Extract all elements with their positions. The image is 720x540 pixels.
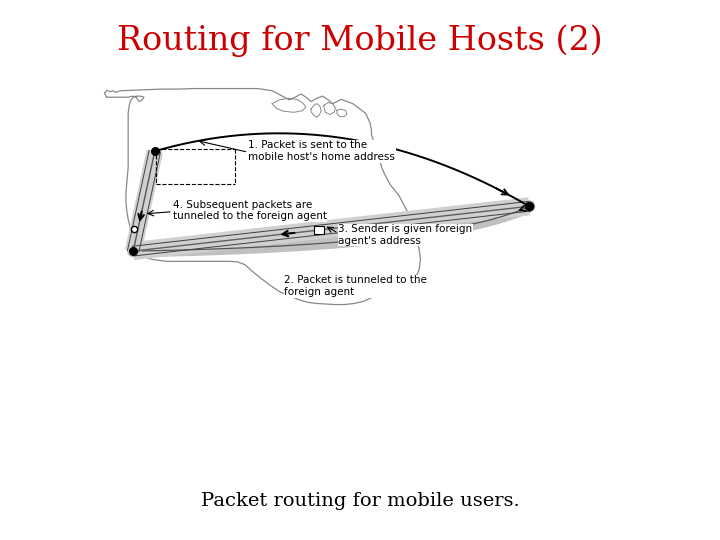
Text: Routing for Mobile Hosts (2): Routing for Mobile Hosts (2) [117, 24, 603, 57]
Text: Packet routing for mobile users.: Packet routing for mobile users. [201, 492, 519, 510]
Polygon shape [104, 89, 420, 305]
Bar [314, 226, 324, 234]
Text: 1. Packet is sent to the
mobile host's home address: 1. Packet is sent to the mobile host's h… [248, 140, 395, 162]
Text: 4. Subsequent packets are
tunneled to the foreign agent: 4. Subsequent packets are tunneled to th… [173, 200, 327, 221]
Text: 3. Sender is given foreign
agent's address: 3. Sender is given foreign agent's addre… [338, 224, 472, 246]
Text: 2. Packet is tunneled to the
foreign agent: 2. Packet is tunneled to the foreign age… [284, 275, 427, 297]
